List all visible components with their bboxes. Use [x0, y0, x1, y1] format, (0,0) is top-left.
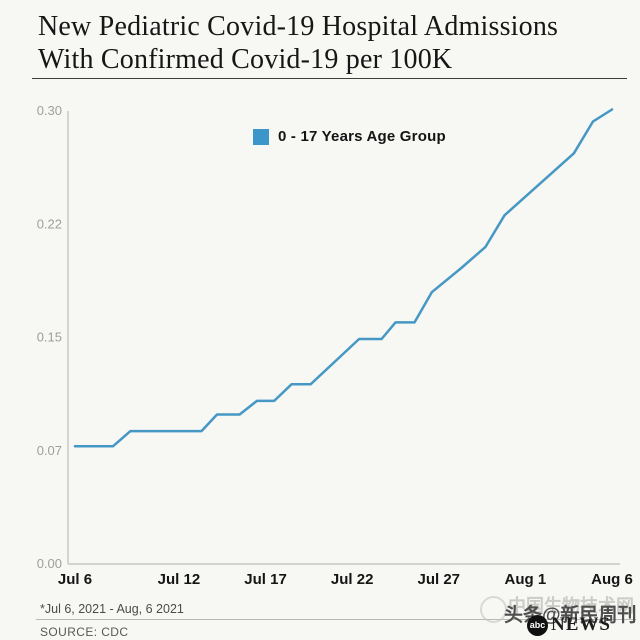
abc-news-logo: abc NEWS — [527, 614, 611, 636]
footer-divider — [36, 619, 636, 620]
legend: 0 - 17 Years Age Group — [253, 128, 446, 145]
x-tick-label: Aug 1 — [505, 571, 547, 588]
x-tick-label: Jul 27 — [418, 571, 461, 588]
y-tick-label: 0.22 — [37, 216, 62, 231]
chart-title-line1: New Pediatric Covid-19 Hospital Admissio… — [38, 11, 559, 42]
x-tick-label: Jul 6 — [58, 571, 92, 588]
chart-title-line2: With Confirmed Covid-19 per 100K — [38, 44, 453, 75]
y-tick-label: 0.15 — [37, 330, 62, 345]
y-tick-label: 0.30 — [37, 103, 62, 118]
x-tick-label: Jul 12 — [158, 571, 201, 588]
abc-circle-icon: abc — [527, 614, 548, 636]
date-range-footnote: *Jul 6, 2021 - Aug, 6 2021 — [40, 602, 184, 616]
x-tick-label: Aug 6 — [591, 571, 633, 588]
chart-title: New Pediatric Covid-19 Hospital Admissio… — [38, 10, 623, 76]
x-tick-label: Jul 22 — [331, 571, 374, 588]
legend-label: 0 - 17 Years Age Group — [278, 128, 446, 145]
source-label: SOURCE: CDC — [40, 625, 129, 639]
abc-news-wordmark: NEWS — [551, 614, 611, 635]
x-tick-label: Jul 17 — [244, 571, 287, 588]
faint-watermark-text: 中国生物技术网 — [508, 596, 634, 616]
title-divider — [32, 78, 627, 79]
faint-watermark-logo-icon — [480, 596, 507, 623]
admissions-line — [73, 108, 614, 448]
y-tick-label: 0.07 — [37, 443, 62, 458]
y-tick-label: 0.00 — [37, 556, 62, 571]
legend-swatch — [253, 128, 269, 145]
